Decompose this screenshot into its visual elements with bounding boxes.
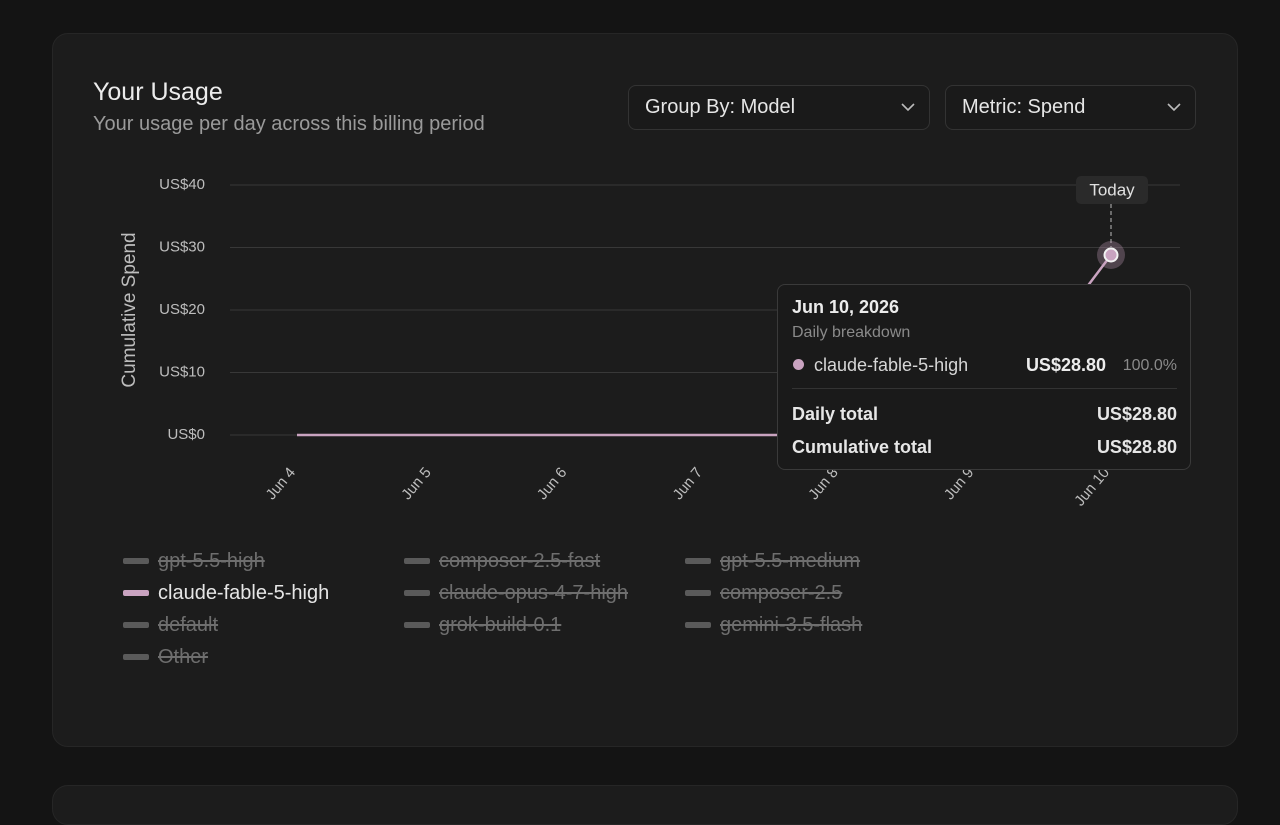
y-axis-label: Cumulative Spend <box>119 232 140 387</box>
legend-item[interactable]: grok-build-0.1 <box>404 611 561 639</box>
chevron <box>901 103 915 112</box>
legend-swatch <box>123 622 149 628</box>
legend-label: claude-fable-5-high <box>158 581 330 604</box>
legend-item[interactable]: claude-opus-4-7-high <box>404 579 628 607</box>
tooltip-series: claude-fable-5-high <box>814 355 969 375</box>
legend-item[interactable]: claude-fable-5-high <box>123 579 329 607</box>
cumulative-total: US$28.80 <box>1096 437 1177 457</box>
tooltip-value: US$28.80 <box>1025 355 1106 375</box>
y-tick-label: US$0 <box>167 426 205 443</box>
dropdown-label: Metric: Spend <box>962 96 1086 118</box>
daily-total-label: Daily total <box>792 404 879 424</box>
x-tick-label: Jun 8 <box>805 464 842 503</box>
legend-item[interactable]: Other <box>123 643 208 671</box>
legend-item[interactable]: default <box>123 611 218 639</box>
legend-item[interactable]: gpt-5.5-high <box>123 547 265 575</box>
x-tick-label: Jun 10 <box>1071 464 1113 509</box>
legend-item[interactable]: gemini-3.5-flash <box>685 611 862 639</box>
point <box>1103 247 1119 263</box>
chevron <box>1167 103 1181 112</box>
daily-total: US$28.80 <box>1096 404 1177 424</box>
y-tick-label: US$30 <box>159 238 205 255</box>
legend-label: claude-opus-4-7-high <box>439 581 629 604</box>
x-tick-label: Jun 6 <box>534 464 571 503</box>
x-tick-label: Jun 7 <box>669 464 706 503</box>
legend-item[interactable]: composer-2.5 <box>685 579 842 607</box>
legend-swatch <box>404 622 430 628</box>
tooltip-date: Jun 10, 2026 <box>792 297 900 317</box>
legend-swatch <box>404 558 430 564</box>
legend-swatch <box>685 622 711 628</box>
legend-item[interactable]: gpt-5.5-medium <box>685 547 860 575</box>
dropdown-label: Group By: Model <box>645 96 796 118</box>
x-tick-label: Jun 9 <box>941 464 978 503</box>
legend-label: Other <box>158 645 209 668</box>
metric-dropdown[interactable]: Metric: Spend <box>945 85 1196 130</box>
legend-swatch <box>685 558 711 564</box>
today-label: Today <box>1089 180 1135 199</box>
tooltip-share: 100.0% <box>1122 357 1177 374</box>
legend-swatch <box>123 590 149 596</box>
today-pill <box>1076 176 1148 204</box>
x-tick-label: Jun 4 <box>262 464 299 503</box>
legend-label: grok-build-0.1 <box>439 613 562 636</box>
y-tick-label: US$10 <box>159 363 205 380</box>
divider <box>792 388 1177 389</box>
page: Your Usage Your usage per day across thi… <box>52 33 1238 825</box>
next-card <box>52 785 1238 825</box>
legend-label: gpt-5.5-medium <box>720 549 861 572</box>
y-tick-label: US$40 <box>159 176 205 193</box>
legend-label: composer-2.5 <box>720 581 843 604</box>
legend-item[interactable]: composer-2.5-fast <box>404 547 600 575</box>
legend-swatch <box>404 590 430 596</box>
legend-label: gpt-5.5-high <box>158 549 265 572</box>
group-by-dropdown[interactable]: Group By: Model <box>628 85 930 130</box>
legend-swatch <box>123 558 149 564</box>
tooltip: Jun 10, 2026 Daily breakdown claude-fabl… <box>777 284 1191 470</box>
legend-label: composer-2.5-fast <box>439 549 601 572</box>
legend-swatch <box>123 654 149 660</box>
x-tick-label: Jun 5 <box>398 464 435 503</box>
title: Your Usage <box>93 78 223 106</box>
tooltip-subtitle: Daily breakdown <box>792 324 911 341</box>
legend-label: gemini-3.5-flash <box>720 613 863 636</box>
subtitle: Your usage per day across this billing p… <box>93 113 485 135</box>
y-tick-label: US$20 <box>159 301 205 318</box>
legend-swatch <box>685 590 711 596</box>
legend-label: default <box>158 613 219 636</box>
tooltip-swatch <box>793 359 804 370</box>
cumulative-total-label: Cumulative total <box>792 437 933 457</box>
